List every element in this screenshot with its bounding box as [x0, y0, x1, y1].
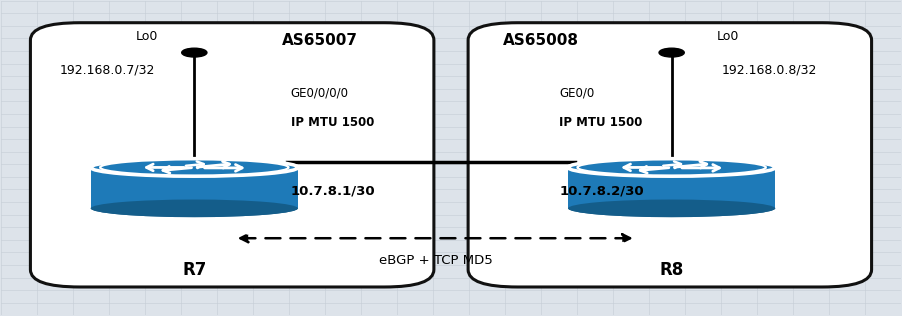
Text: 192.168.0.8/32: 192.168.0.8/32 — [722, 64, 816, 76]
Ellipse shape — [91, 199, 298, 217]
Polygon shape — [568, 167, 775, 208]
Text: IP MTU 1500: IP MTU 1500 — [559, 116, 642, 129]
Ellipse shape — [577, 160, 766, 175]
Ellipse shape — [91, 199, 298, 217]
Circle shape — [181, 48, 207, 57]
Text: Lo0: Lo0 — [717, 30, 739, 43]
Ellipse shape — [568, 199, 775, 217]
Text: GE0/0/0/0: GE0/0/0/0 — [290, 87, 349, 100]
Text: Lo0: Lo0 — [136, 30, 159, 43]
Text: R7: R7 — [182, 261, 207, 279]
Circle shape — [659, 48, 685, 57]
Text: 10.7.8.1/30: 10.7.8.1/30 — [290, 185, 375, 198]
Text: IP MTU 1500: IP MTU 1500 — [290, 116, 374, 129]
Ellipse shape — [91, 159, 298, 176]
FancyBboxPatch shape — [31, 23, 434, 287]
Text: 10.7.8.2/30: 10.7.8.2/30 — [559, 185, 644, 198]
FancyBboxPatch shape — [468, 23, 871, 287]
Text: 192.168.0.7/32: 192.168.0.7/32 — [60, 64, 154, 76]
Text: AS65007: AS65007 — [282, 33, 358, 47]
Ellipse shape — [100, 160, 289, 175]
Text: GE0/0: GE0/0 — [559, 87, 594, 100]
Ellipse shape — [568, 159, 775, 176]
Text: AS65008: AS65008 — [503, 33, 579, 47]
Text: eBGP + TCP MD5: eBGP + TCP MD5 — [379, 254, 492, 267]
Ellipse shape — [568, 199, 775, 217]
Text: R8: R8 — [659, 261, 684, 279]
Polygon shape — [91, 167, 298, 208]
